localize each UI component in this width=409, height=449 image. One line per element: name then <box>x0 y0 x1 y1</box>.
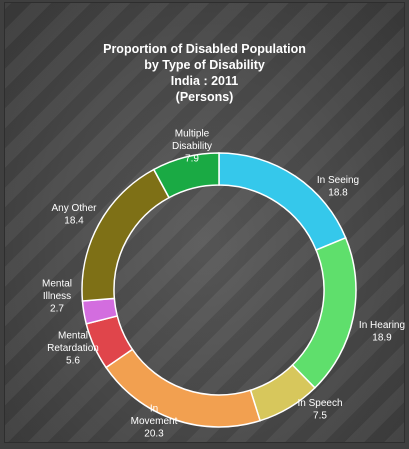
chart-title-line-1: Proportion of Disabled Population <box>103 42 306 56</box>
chart-title-line-2: by Type of Disability <box>144 58 265 72</box>
slice-value-label: 7.9 <box>185 154 199 165</box>
slice-category-label: Movement <box>131 416 178 427</box>
slice-value-label: 18.9 <box>372 332 392 343</box>
slice-category-label: In Speech <box>297 398 342 409</box>
slice-category-label: In Hearing <box>359 320 405 331</box>
slice-value-label: 5.6 <box>66 356 80 367</box>
donut-slice-2 <box>291 236 357 389</box>
slice-category-label: Mental <box>42 279 72 290</box>
slice-category-label: In <box>150 404 158 415</box>
slice-category-label: Mental <box>58 331 88 342</box>
slice-category-label: In Seeing <box>317 175 359 186</box>
donut-slice-4 <box>104 348 262 428</box>
chart-title: Proportion of Disabled Population by Typ… <box>5 41 404 105</box>
slice-category-label: Illness <box>43 291 71 302</box>
slice-value-label: 18.8 <box>328 187 348 198</box>
donut-slice-7 <box>81 168 171 302</box>
slice-category-label: Disability <box>172 141 212 152</box>
donut-slice-8 <box>152 152 220 199</box>
chart-title-line-4: (Persons) <box>175 90 234 104</box>
slice-value-label: 20.3 <box>144 429 164 440</box>
slice-category-label: Retardation <box>47 343 99 354</box>
slice-value-label: 7.5 <box>313 410 327 421</box>
slice-category-label: Multiple <box>175 129 210 140</box>
slice-category-label: Any Other <box>51 203 97 214</box>
slice-value-label: 2.7 <box>50 304 64 315</box>
chart-frame: Proportion of Disabled Population by Typ… <box>4 2 405 443</box>
donut-slice-1 <box>218 152 347 251</box>
chart-title-line-3: India : 2011 <box>170 74 239 88</box>
slice-value-label: 18.4 <box>64 215 84 226</box>
